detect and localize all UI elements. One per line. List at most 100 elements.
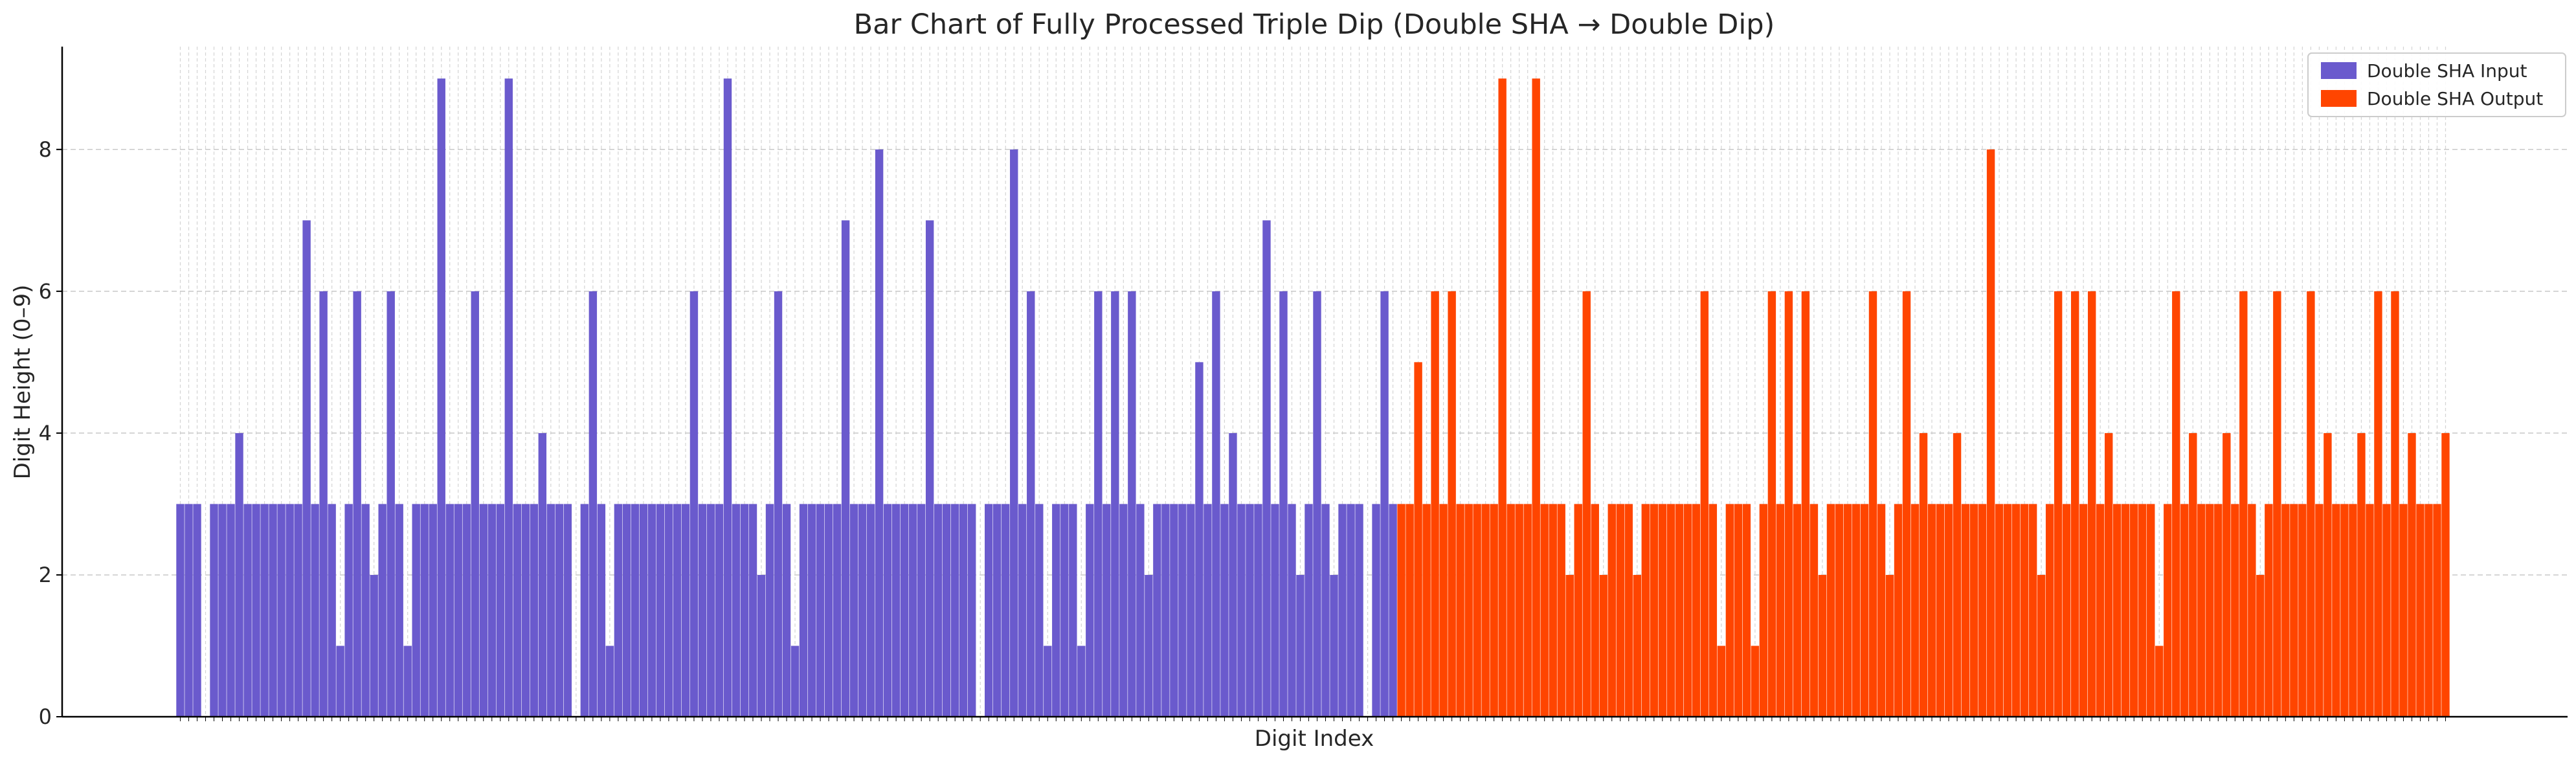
bar: [2206, 504, 2214, 717]
bar: [1010, 149, 1018, 717]
bar: [2045, 504, 2054, 717]
bar: [2172, 291, 2180, 717]
bar: [1675, 504, 1684, 717]
y-tick-label: 6: [39, 279, 52, 304]
bar: [1195, 362, 1204, 717]
bar: [2248, 504, 2256, 717]
bar: [849, 504, 858, 717]
bar: [1414, 362, 1422, 717]
bar: [2391, 291, 2399, 717]
bar: [2197, 504, 2206, 717]
bar: [2122, 504, 2130, 717]
bar: [1212, 291, 1220, 717]
bar: [1607, 504, 1616, 717]
bar: [1136, 504, 1145, 717]
bar: [1305, 504, 1313, 717]
bar: [1742, 504, 1751, 717]
bar: [2239, 291, 2248, 717]
bar: [2223, 433, 2231, 717]
bar: [538, 433, 547, 717]
bar: [2441, 433, 2450, 717]
bar: [875, 149, 884, 717]
y-tick-label: 8: [39, 137, 52, 162]
bar: [1591, 504, 1599, 717]
bar: [454, 504, 462, 717]
legend-box: [2307, 52, 2566, 117]
bar: [437, 78, 445, 717]
bar: [2113, 504, 2122, 717]
bar: [1877, 504, 1886, 717]
bar: [2189, 433, 2197, 717]
bar: [891, 504, 901, 717]
bar: [1927, 504, 1936, 717]
bar: [2433, 504, 2441, 717]
bar: [1052, 504, 1060, 717]
bar: [1347, 504, 1355, 717]
bar: [1128, 291, 1136, 717]
bar: [1725, 504, 1734, 717]
bar: [1919, 433, 1928, 717]
bar: [1835, 504, 1844, 717]
bar: [1153, 504, 1161, 717]
bar: [563, 504, 572, 717]
bar: [715, 504, 724, 717]
y-axis-label: Digit Height (0–9): [10, 285, 36, 480]
bar: [521, 504, 530, 717]
bar: [790, 646, 800, 717]
bar: [2130, 504, 2138, 717]
bar: [2281, 504, 2290, 717]
bar: [1035, 504, 1044, 717]
bar: [445, 504, 454, 717]
bar: [1776, 504, 1785, 717]
bar: [647, 504, 656, 717]
bar: [2425, 504, 2433, 717]
bar: [1145, 574, 1153, 717]
bar: [2164, 504, 2172, 717]
bar: [2408, 433, 2416, 717]
bar: [1279, 291, 1288, 717]
bar: [681, 504, 690, 717]
bar: [1111, 291, 1119, 717]
bar: [269, 504, 277, 717]
bar: [1565, 574, 1574, 717]
bar: [1178, 504, 1187, 717]
bar: [1633, 574, 1641, 717]
bar: [479, 504, 487, 717]
bar: [1355, 504, 1363, 717]
bar: [2366, 504, 2374, 717]
bar: [816, 504, 825, 717]
chart-title: Bar Chart of Fully Processed Triple Dip …: [854, 8, 1775, 41]
bar: [1094, 291, 1103, 717]
bar: [942, 504, 951, 717]
bar: [656, 504, 665, 717]
bar: [993, 504, 1002, 717]
bar: [2290, 504, 2298, 717]
bar: [243, 504, 252, 717]
bar: [782, 504, 791, 717]
bar: [1969, 504, 1978, 717]
bar: [420, 504, 429, 717]
bar: [1448, 291, 1456, 717]
bar: [1254, 504, 1262, 717]
bar: [1961, 504, 1970, 717]
bar: [555, 504, 564, 717]
bar: [959, 504, 968, 717]
bar: [1793, 504, 1802, 717]
bar: [1641, 504, 1650, 717]
bar: [336, 646, 344, 717]
bar: [1910, 504, 1920, 717]
bar: [1801, 291, 1810, 717]
bar: [504, 78, 513, 717]
bar: [1044, 646, 1052, 717]
bar: [858, 504, 867, 717]
bar: [900, 504, 909, 717]
bar: [1523, 504, 1532, 717]
bar: [2374, 291, 2382, 717]
bar: [1751, 646, 1760, 717]
bar: [513, 504, 522, 717]
bar: [1313, 291, 1321, 717]
bar: [639, 504, 648, 717]
bar: [1464, 504, 1473, 717]
bar: [1060, 504, 1069, 717]
bar: [968, 504, 976, 717]
